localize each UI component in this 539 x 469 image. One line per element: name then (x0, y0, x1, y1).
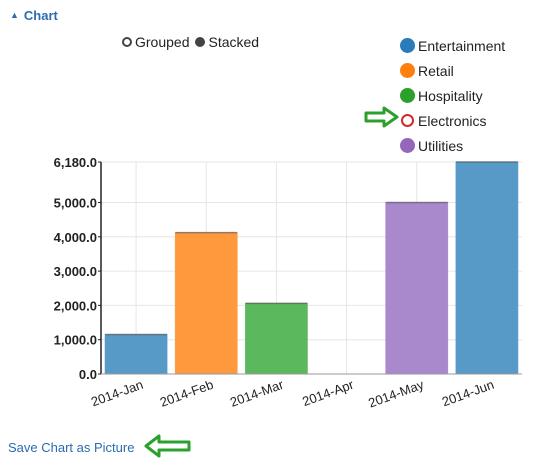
y-tick-label: 1,000.0 (54, 333, 97, 348)
stacked-label: Stacked (208, 34, 260, 50)
x-tick-label: 2014-May (366, 377, 426, 411)
legend-item-electronics[interactable]: Electronics (400, 108, 505, 133)
caret-up-icon: ▲ (10, 9, 19, 20)
legend-label: Utilities (418, 137, 464, 154)
legend-item-entertainment[interactable]: Entertainment (400, 33, 505, 58)
y-tick-label: 2,000.0 (54, 298, 97, 313)
legend-dot-icon[interactable] (400, 138, 415, 153)
chart-collapse-toggle[interactable]: ▲ Chart (10, 8, 58, 23)
chart-mode-toggle: Grouped Stacked (122, 34, 265, 50)
bars (104, 161, 519, 375)
legend-label: Hospitality (418, 87, 483, 104)
y-tick-label: 3,000.0 (54, 264, 97, 279)
bar (385, 201, 449, 375)
green-arrow-icon (144, 434, 191, 458)
x-tick-label: 2014-Apr (300, 376, 356, 409)
y-tick-label: 6,180.0 (54, 155, 97, 170)
legend-label: Entertainment (418, 37, 506, 54)
green-arrow-icon (364, 106, 399, 128)
bar (245, 302, 308, 375)
x-tick-label: 2014-Jun (440, 377, 496, 410)
chart-legend: Entertainment Retail Hospitality Electro… (400, 33, 505, 158)
legend-dot-icon[interactable] (400, 88, 415, 103)
legend-dot-icon[interactable] (401, 114, 414, 127)
legend-item-hospitality[interactable]: Hospitality (400, 83, 505, 108)
bar (104, 334, 168, 375)
x-tick-label: 2014-Feb (158, 377, 215, 410)
legend-dot-icon[interactable] (400, 38, 415, 53)
legend-dot-icon[interactable] (400, 63, 415, 78)
x-tick-label: 2014-Mar (228, 376, 286, 409)
bar (174, 232, 238, 375)
grouped-option[interactable]: Grouped (122, 34, 189, 50)
y-tick-label: 4,000.0 (54, 230, 97, 245)
legend-label: Retail (418, 62, 454, 79)
legend-item-utilities[interactable]: Utilities (400, 133, 505, 158)
chart-section-title: Chart (23, 8, 58, 23)
bar (455, 161, 519, 375)
x-tick-label: 2014-Jan (89, 377, 145, 410)
stacked-radio-icon[interactable] (195, 37, 206, 47)
grouped-radio-icon[interactable] (122, 37, 132, 47)
save-chart-link[interactable]: Save Chart as Picture (8, 440, 135, 455)
grouped-label: Grouped (135, 34, 190, 50)
legend-item-retail[interactable]: Retail (400, 58, 505, 83)
legend-label: Electronics (418, 112, 487, 129)
y-tick-label: 5,000.0 (54, 195, 97, 210)
y-tick-label: 0.0 (79, 367, 97, 382)
stacked-option[interactable]: Stacked (195, 34, 259, 50)
